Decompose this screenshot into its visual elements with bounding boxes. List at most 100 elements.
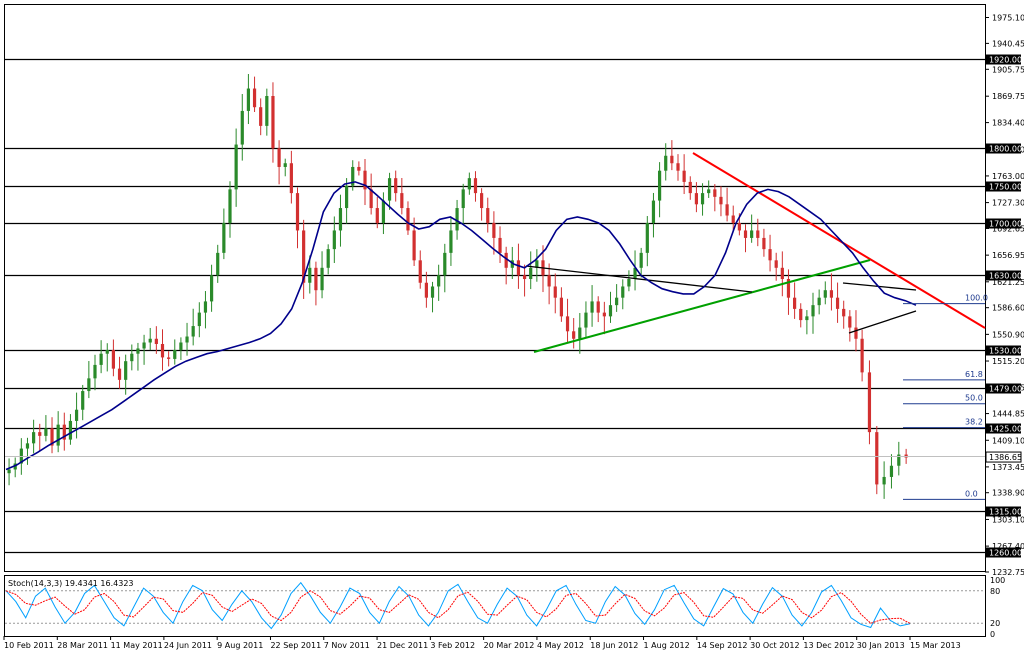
candle-body [578, 327, 582, 339]
candle-body [694, 193, 699, 205]
candle-body [412, 230, 416, 261]
candle-body [228, 189, 232, 223]
x-tick-label: 3 Feb 2012 [430, 641, 475, 650]
level-label: 1700.00 [989, 220, 1022, 229]
candle-body [492, 222, 496, 238]
candle-body [277, 148, 281, 167]
candle-body [713, 189, 717, 197]
candle-body [811, 305, 815, 317]
candle-body [467, 178, 471, 190]
candle-body [160, 343, 165, 358]
y-tick-label: 1869.75 [992, 92, 1024, 101]
candle-body [559, 297, 563, 317]
candle-body [867, 372, 872, 433]
candle-body [793, 297, 797, 309]
candle-body [351, 166, 355, 186]
candle-body [707, 189, 711, 194]
candle-body [216, 252, 220, 276]
stoch-level-label: 20 [990, 619, 1000, 628]
candle-body [136, 348, 140, 354]
level-label-box [986, 345, 1021, 356]
candle-body [259, 107, 263, 126]
candle-body [302, 230, 306, 283]
level-label-box [986, 143, 1021, 154]
level-label-box [986, 506, 1021, 517]
candle-body [173, 349, 177, 359]
candle-body [197, 312, 201, 327]
candle-body [81, 391, 85, 410]
green-trendline [533, 259, 871, 353]
y-tick-label: 1232.75 [992, 568, 1024, 577]
candle-body [111, 349, 115, 369]
stochastic-label: Stoch(14,3,3) 19.4341 16.4323 [8, 579, 134, 588]
candle-body [700, 193, 705, 205]
x-tick-label: 30 Jan 2013 [857, 641, 905, 650]
candle-body [345, 185, 349, 209]
candle-body [553, 286, 557, 298]
x-tick-label: 13 Dec 2012 [803, 641, 854, 650]
y-tick-label: 1834.40 [992, 119, 1024, 128]
stochastic-panel-frame [4, 575, 986, 637]
candle-body [498, 237, 502, 253]
candle-body [252, 88, 257, 108]
candle-body [897, 454, 901, 466]
time-axis: 10 Feb 2011 28 Mar 2011 11 May 2011 24 Jun … [3, 636, 961, 650]
candle-body [295, 193, 300, 231]
candle-body [737, 222, 741, 231]
x-tick-label: 11 May 2011 [111, 641, 163, 650]
stochastic-levels: 0 20 80 100 [5, 576, 1005, 639]
fib-label: 61.8 [965, 370, 983, 379]
candle-body [621, 286, 625, 298]
candle-body [25, 443, 30, 449]
candle-body [400, 193, 404, 209]
y-tick-label: 1621.25 [992, 278, 1024, 287]
candle-body [375, 208, 379, 223]
candle-body [271, 96, 275, 149]
y-tick-label: 1763.00 [992, 172, 1024, 181]
candle-body [142, 342, 146, 349]
x-tick-label: 9 Aug 2011 [217, 641, 263, 650]
candle-body [154, 338, 158, 344]
candle-body [608, 305, 613, 317]
candle-body [283, 163, 287, 167]
candle-body [743, 230, 748, 238]
candle-body [480, 193, 484, 209]
current-price-box [985, 451, 1022, 463]
candle-body [13, 463, 17, 470]
candle-body [486, 208, 490, 223]
candle-body [50, 428, 54, 446]
candle-body [848, 316, 852, 328]
candle-body [381, 200, 386, 223]
candle-body [99, 353, 103, 365]
candle-body [504, 252, 508, 268]
fibonacci-retracement: 100.0 61.8 50.0 38.2 0.0 [903, 294, 988, 500]
y-tick-label: 1798.70 [992, 145, 1024, 154]
candle-body [725, 204, 729, 216]
candle-body [670, 155, 674, 164]
level-label: 1479.00 [989, 385, 1022, 394]
y-tick-label: 1444.85 [992, 410, 1024, 419]
candle-body [750, 230, 754, 238]
candle-body [406, 208, 410, 231]
level-label: 1920.00 [989, 56, 1022, 65]
candle-body [326, 249, 330, 268]
candle-body [602, 312, 606, 317]
candle-body [817, 297, 821, 306]
level-label: 1425.00 [989, 425, 1022, 434]
candle-body [461, 189, 465, 209]
candle-body [234, 144, 238, 190]
x-tick-label: 14 Sep 2012 [697, 641, 748, 650]
x-tick-label: 24 Jun 2011 [164, 641, 212, 650]
candle-body [418, 260, 422, 283]
x-tick-label: 7 Nov 2011 [324, 641, 370, 650]
candle-body [320, 267, 324, 291]
candle-body [682, 170, 686, 182]
fib-label: 50.0 [965, 394, 983, 403]
candle-body [265, 96, 269, 126]
y-tick-label: 1409.10 [992, 436, 1024, 445]
candle-body [664, 155, 668, 171]
y-tick-label: 1905.75 [992, 65, 1024, 74]
stoch-level-label: 80 [990, 587, 1000, 596]
x-tick-label: 20 Mar 2012 [484, 641, 535, 650]
